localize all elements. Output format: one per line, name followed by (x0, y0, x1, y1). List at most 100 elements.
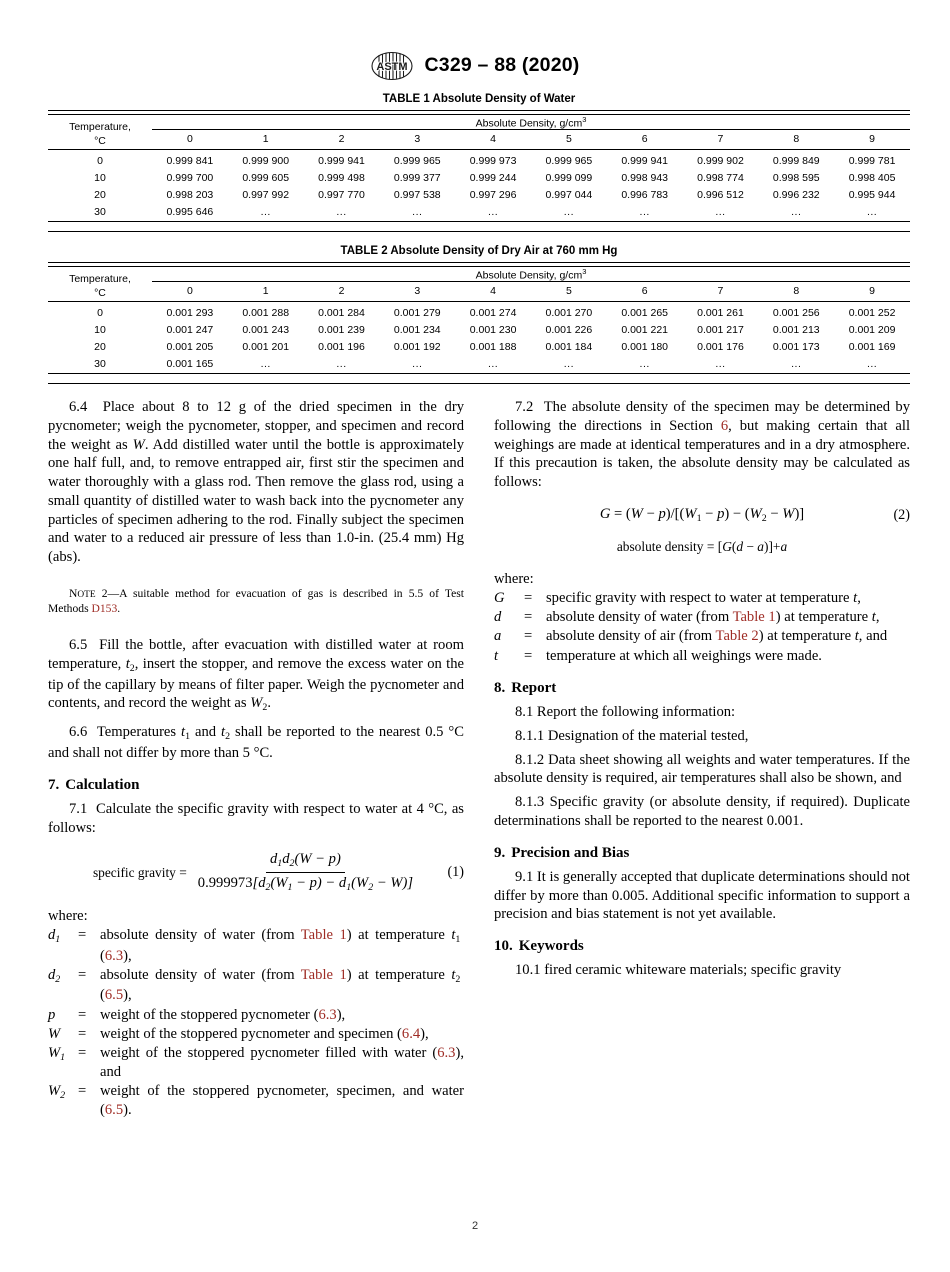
note-text-b: . (117, 601, 121, 615)
right-text-column: 7.2 The absolute density of the specimen… (494, 398, 910, 980)
spacer (494, 666, 910, 679)
col-num: 3 (414, 133, 421, 145)
definition-equals: = (78, 1006, 87, 1023)
section-heading-9: 9. Precision and Bias (494, 844, 910, 863)
spacer (48, 628, 464, 637)
table-1-temperature-header: Temperature, °C (48, 114, 152, 148)
equation-3-body: absolute density = [G(d − a)]+a (616, 539, 788, 555)
table-row: 20 0.001 205 0.001 201 0.001 196 0.001 1… (48, 339, 910, 356)
cell: 0.001 293 (166, 307, 214, 319)
spacer (48, 763, 464, 776)
link-6-4[interactable]: 6.4 (401, 1025, 421, 1042)
section-heading-10: 10. Keywords (494, 937, 910, 956)
cell: 0.998 595 (772, 172, 820, 184)
cell: 0.001 256 (772, 307, 820, 319)
table-1-caption: TABLE 1 Absolute Density of Water (382, 93, 576, 105)
left-text-column: 6.4 Place about 8 to 12 g of the dried s… (48, 398, 464, 1120)
link-d153[interactable]: D153 (91, 601, 118, 615)
definition-text: weight of the stoppered pycnometer (6.3)… (100, 1006, 346, 1023)
table-1-head: Temperature, °C Absolute Density, g/cm3 … (48, 110, 910, 150)
cell: 0.999 900 (242, 155, 290, 167)
spacer (48, 567, 464, 576)
link-6-3[interactable]: 6.3 (437, 1045, 456, 1062)
section-title: Precision and Bias (511, 844, 630, 861)
cell: 0.001 192 (393, 341, 441, 353)
definition-equals: = (78, 1025, 87, 1042)
col-num: 8 (793, 285, 800, 297)
cell: 0.997 044 (545, 189, 593, 201)
cell: ... (791, 206, 802, 218)
cell: 0.997 992 (242, 189, 290, 201)
equation-2-body: G = (W − p)/[(W1 − p) − (W2 − W)] (599, 505, 805, 524)
spacer (494, 557, 910, 570)
cell: ... (563, 358, 575, 370)
note-text-a: A suitable method for evacuation of gas … (48, 586, 464, 615)
link-section-6[interactable]: 6 (720, 417, 729, 434)
cell: 0.001 196 (318, 341, 365, 353)
col-num: 7 (717, 133, 724, 145)
paragraph-8-1-2: 8.1.2 Data sheet showing all weights and… (494, 751, 910, 787)
cell: 0.001 209 (848, 324, 896, 336)
definition-equals: = (78, 927, 87, 944)
table-2-temperature-header: Temperature, °C (48, 266, 152, 300)
cell: 0.001 180 (621, 341, 669, 353)
link-table-1[interactable]: Table 1 (300, 927, 347, 944)
definition-list-left: d1 = absolute density of water (from Tab… (48, 926, 464, 1120)
table-1-header-rule (48, 148, 910, 150)
cell: 0.996 512 (697, 189, 744, 201)
link-6-5[interactable]: 6.5 (104, 987, 124, 1004)
cell: 0.999 700 (166, 172, 214, 184)
table-row: 30 0.001 165 ... ... ... ... ... ... ...… (48, 356, 910, 374)
definition-row: W2 = weight of the stoppered pycnometer,… (48, 1082, 464, 1120)
cell: ... (260, 358, 271, 370)
cell: ... (336, 358, 347, 370)
link-table-1[interactable]: Table 1 (300, 966, 347, 983)
cell: 0.001 243 (242, 324, 290, 336)
cell: 0.998 774 (697, 172, 744, 184)
paragraph-7-1: 7.1 Calculate the specific gravity with … (48, 800, 464, 836)
cell: 0.001 279 (393, 307, 441, 319)
definition-symbol: G (494, 589, 505, 606)
table-1-column-numbers: 0 1 2 3 4 5 6 7 8 9 (48, 130, 910, 149)
section-number: 10. (494, 938, 513, 955)
link-table-1[interactable]: Table 1 (732, 609, 776, 625)
cell: ... (412, 358, 423, 370)
cell: 0.001 201 (242, 341, 290, 353)
cell: 0.001 205 (166, 341, 214, 353)
cell: ... (412, 206, 423, 218)
cell: ... (487, 206, 499, 218)
definition-equals: = (524, 589, 533, 606)
col-num: 5 (565, 285, 572, 297)
page-number: 2 (471, 1220, 479, 1232)
definition-row: W1 = weight of the stoppered pycnometer … (48, 1044, 464, 1082)
table-2-top-rule (48, 262, 910, 267)
temp-header-line1: Temperature, (69, 121, 131, 134)
row-temperature: 20 (94, 341, 106, 353)
link-6-3[interactable]: 6.3 (318, 1006, 337, 1023)
definition-symbol: a (494, 628, 502, 645)
section-number: 8. (494, 679, 506, 696)
col-num: 1 (262, 285, 269, 297)
section-title: Report (511, 679, 557, 696)
definition-text: temperature at which all weighings were … (546, 647, 822, 664)
link-table-2[interactable]: Table 2 (715, 628, 759, 645)
where-label-right: where: (494, 571, 534, 587)
temp-header-line2: °C (94, 286, 106, 299)
equation-3: absolute density = [G(d − a)]+a (494, 538, 910, 557)
cell: 0.001 217 (697, 324, 744, 336)
link-6-5[interactable]: 6.5 (104, 1101, 124, 1118)
cell: 0.999 849 (772, 155, 820, 167)
link-6-3[interactable]: 6.3 (104, 947, 124, 964)
table-2-caption: TABLE 2 Absolute Density of Dry Air at 7… (340, 245, 618, 257)
definition-symbol: p (48, 1006, 56, 1023)
definition-row: a = absolute density of air (from Table … (494, 627, 910, 646)
definition-row: d1 = absolute density of water (from Tab… (48, 926, 464, 966)
cell: 0.998 405 (848, 172, 896, 184)
col-num: 0 (186, 133, 193, 145)
table-row: 20 0.998 203 0.997 992 0.997 770 0.997 5… (48, 187, 910, 204)
table-2: Temperature, °C Absolute Density, g/cm3 … (48, 262, 910, 384)
definition-text: weight of the stoppered pycnometer, spec… (100, 1083, 464, 1118)
cell: 0.001 247 (166, 324, 214, 336)
cell: 0.998 943 (621, 172, 669, 184)
spacer (48, 715, 464, 724)
